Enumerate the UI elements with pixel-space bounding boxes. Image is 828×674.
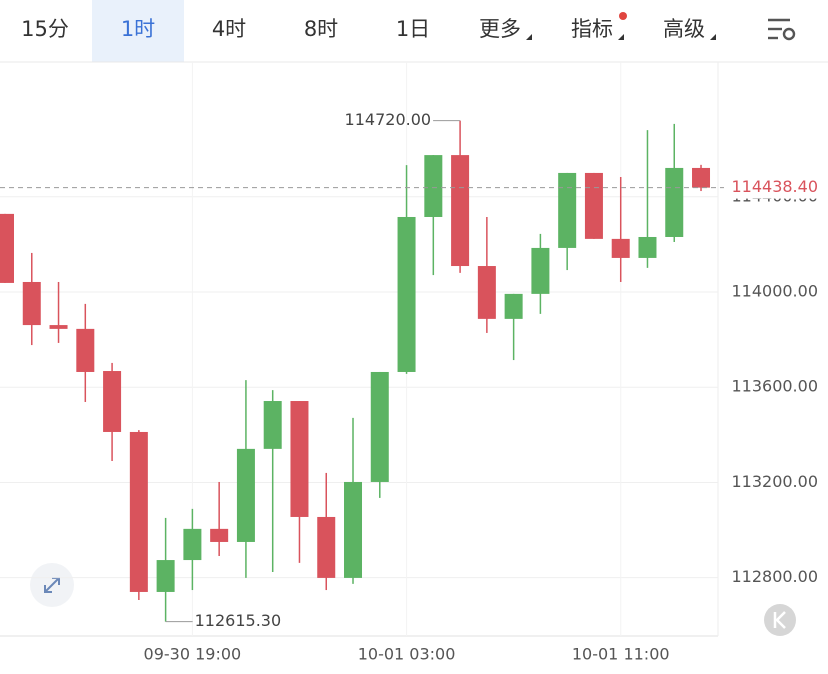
candle-body bbox=[477, 266, 496, 319]
candle-body bbox=[263, 401, 282, 449]
x-tick-label: 09-30 19:00 bbox=[144, 645, 242, 664]
candle-body bbox=[317, 516, 336, 578]
candle-body bbox=[210, 528, 229, 542]
annotation-label: 112615.30 bbox=[195, 611, 282, 630]
tab-caret bbox=[618, 34, 624, 40]
x-tick-label: 10-01 11:00 bbox=[572, 645, 670, 664]
tab[interactable]: 4时 bbox=[212, 17, 246, 41]
candle-body bbox=[49, 325, 68, 329]
last-price-label: 114438.40 bbox=[731, 177, 818, 196]
candle-body bbox=[692, 167, 711, 188]
annotation-label: 114720.00 bbox=[345, 110, 432, 129]
candle-body bbox=[236, 448, 255, 542]
tab[interactable]: 更多 bbox=[479, 17, 521, 41]
candle-body bbox=[611, 238, 630, 258]
candle-body bbox=[504, 293, 523, 319]
candle-body bbox=[451, 155, 470, 267]
tab[interactable]: 15分 bbox=[21, 17, 69, 41]
tab[interactable]: 指标 bbox=[571, 17, 613, 41]
y-tick-label: 113600.00 bbox=[731, 377, 818, 396]
settings-icon[interactable] bbox=[768, 18, 796, 41]
last-price-box bbox=[724, 176, 824, 199]
tab[interactable]: 1日 bbox=[396, 17, 430, 41]
y-tick-label: 112800.00 bbox=[731, 567, 818, 586]
tab[interactable]: 高级 bbox=[663, 17, 705, 41]
tab-caret bbox=[710, 34, 716, 40]
x-tick-label: 10-01 03:00 bbox=[358, 645, 456, 664]
candle-body bbox=[584, 172, 603, 239]
candle-body bbox=[103, 371, 122, 432]
active-tab-bg bbox=[92, 0, 184, 62]
back-latest-button[interactable] bbox=[764, 604, 796, 636]
candle-body bbox=[129, 431, 148, 592]
candle-body bbox=[290, 401, 309, 517]
expand-button[interactable] bbox=[30, 563, 74, 607]
candle-body bbox=[531, 247, 550, 294]
candle-body bbox=[76, 328, 95, 372]
candle-body bbox=[370, 371, 389, 482]
candle-body bbox=[22, 281, 41, 326]
candle-body bbox=[397, 216, 416, 372]
candle-body bbox=[344, 481, 363, 578]
tab[interactable]: 8时 bbox=[304, 17, 338, 41]
candle-body bbox=[638, 236, 657, 258]
y-tick-label: 113200.00 bbox=[731, 472, 818, 491]
candle-body bbox=[0, 213, 14, 283]
candle-body bbox=[665, 167, 684, 237]
indicator-dot bbox=[619, 12, 627, 20]
candle-body bbox=[156, 560, 175, 592]
candle-body bbox=[183, 528, 202, 561]
tab-caret bbox=[526, 34, 532, 40]
candle-body bbox=[558, 172, 577, 248]
tab[interactable]: 1时 bbox=[121, 17, 155, 41]
y-tick-label: 114000.00 bbox=[731, 281, 818, 300]
candle-body bbox=[424, 155, 443, 217]
